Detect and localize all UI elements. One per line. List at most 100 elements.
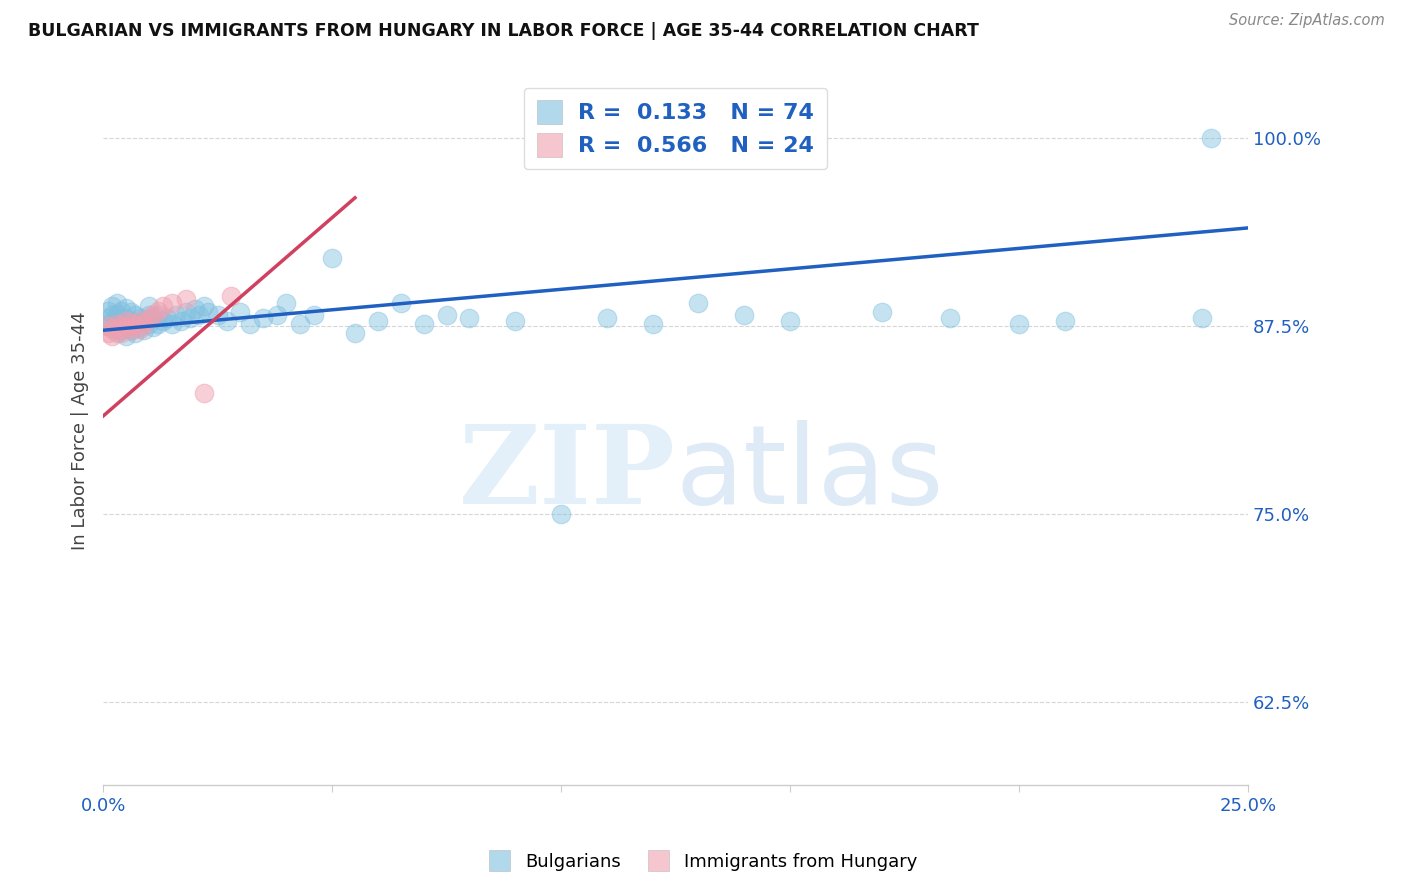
Point xyxy=(142,308,165,322)
Point xyxy=(302,308,325,322)
Point xyxy=(115,320,138,334)
Point xyxy=(215,314,238,328)
Point xyxy=(156,311,179,326)
Point xyxy=(128,311,150,326)
Point xyxy=(146,303,169,318)
Point xyxy=(266,308,288,322)
Point xyxy=(146,308,169,322)
Y-axis label: In Labor Force | Age 35-44: In Labor Force | Age 35-44 xyxy=(72,312,89,550)
Point xyxy=(436,308,458,322)
Point xyxy=(101,299,124,313)
Point xyxy=(97,318,120,333)
Point xyxy=(641,318,664,332)
Point xyxy=(115,311,138,326)
Point xyxy=(105,318,128,332)
Point xyxy=(124,318,146,333)
Point xyxy=(252,311,274,326)
Point xyxy=(115,329,138,343)
Point xyxy=(152,314,174,328)
Point xyxy=(101,329,124,343)
Point xyxy=(188,308,211,322)
Point xyxy=(115,314,138,328)
Point xyxy=(412,318,434,332)
Point xyxy=(142,311,165,326)
Point xyxy=(870,305,893,319)
Point xyxy=(101,314,124,328)
Point xyxy=(124,326,146,341)
Point xyxy=(239,318,262,332)
Point xyxy=(124,318,146,332)
Point xyxy=(128,320,150,334)
Point xyxy=(97,318,120,333)
Point xyxy=(179,311,201,326)
Point xyxy=(550,507,572,521)
Point xyxy=(170,314,193,328)
Point xyxy=(97,311,120,326)
Point xyxy=(389,296,412,310)
Point xyxy=(124,308,146,322)
Legend: Bulgarians, Immigrants from Hungary: Bulgarians, Immigrants from Hungary xyxy=(482,843,924,879)
Point xyxy=(1199,130,1222,145)
Point xyxy=(110,326,132,341)
Point xyxy=(1053,314,1076,328)
Point xyxy=(733,308,755,322)
Point xyxy=(120,323,142,337)
Point xyxy=(110,303,132,318)
Point xyxy=(105,323,128,337)
Point xyxy=(221,288,243,302)
Point xyxy=(134,323,156,337)
Point xyxy=(97,326,120,341)
Point xyxy=(193,386,215,401)
Point xyxy=(229,305,252,319)
Point xyxy=(134,318,156,332)
Point xyxy=(367,314,389,328)
Legend: R =  0.133   N = 74, R =  0.566   N = 24: R = 0.133 N = 74, R = 0.566 N = 24 xyxy=(524,87,827,169)
Point xyxy=(138,311,160,326)
Point xyxy=(276,296,298,310)
Point xyxy=(134,314,156,328)
Point xyxy=(458,311,481,326)
Text: ZIP: ZIP xyxy=(458,420,675,527)
Point xyxy=(110,314,132,328)
Point xyxy=(101,308,124,322)
Point xyxy=(160,296,183,310)
Point xyxy=(120,305,142,319)
Point xyxy=(138,308,160,322)
Point xyxy=(138,318,160,332)
Point xyxy=(110,323,132,337)
Point xyxy=(165,308,187,322)
Point xyxy=(174,292,197,306)
Point xyxy=(115,301,138,315)
Point xyxy=(207,308,229,322)
Point xyxy=(197,305,219,319)
Point xyxy=(939,311,962,326)
Point xyxy=(120,314,142,328)
Point xyxy=(779,314,801,328)
Point xyxy=(120,316,142,330)
Point xyxy=(120,323,142,337)
Point xyxy=(160,318,183,332)
Point xyxy=(128,314,150,328)
Point xyxy=(343,326,366,341)
Point xyxy=(105,318,128,332)
Point xyxy=(193,299,215,313)
Point xyxy=(596,311,619,326)
Point xyxy=(288,318,311,332)
Point xyxy=(97,303,120,318)
Point xyxy=(688,296,710,310)
Point xyxy=(174,305,197,319)
Point xyxy=(503,314,526,328)
Point xyxy=(142,320,165,334)
Point xyxy=(105,326,128,341)
Text: Source: ZipAtlas.com: Source: ZipAtlas.com xyxy=(1229,13,1385,29)
Point xyxy=(110,318,132,333)
Point xyxy=(321,251,343,265)
Text: BULGARIAN VS IMMIGRANTS FROM HUNGARY IN LABOR FORCE | AGE 35-44 CORRELATION CHAR: BULGARIAN VS IMMIGRANTS FROM HUNGARY IN … xyxy=(28,22,979,40)
Point xyxy=(101,322,124,336)
Point xyxy=(1008,318,1031,332)
Point xyxy=(1191,311,1213,326)
Point xyxy=(105,296,128,310)
Point xyxy=(128,322,150,336)
Point xyxy=(138,299,160,313)
Point xyxy=(183,302,205,317)
